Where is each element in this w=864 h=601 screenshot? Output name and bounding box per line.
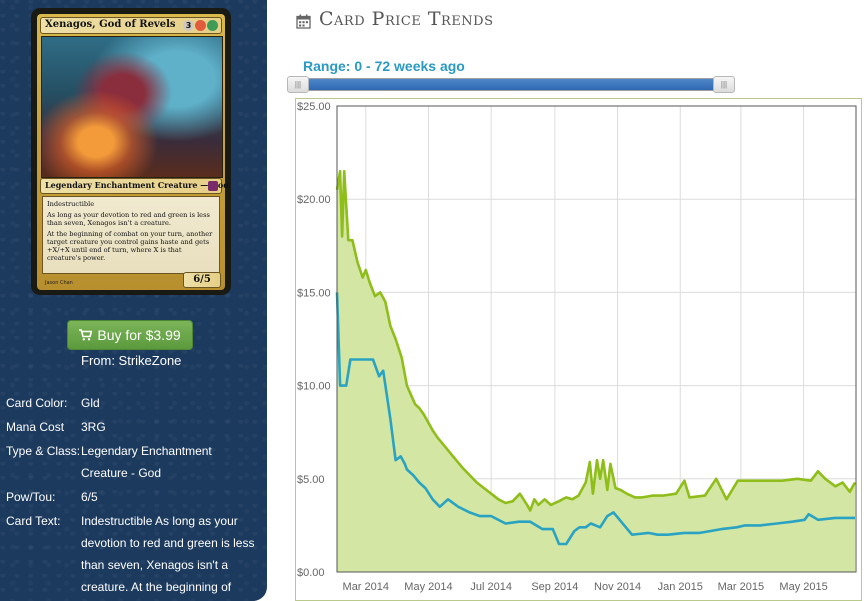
series-line-1	[335, 292, 855, 546]
detail-label: Card Color:	[6, 396, 68, 410]
card-name: Xenagos, God of Revels	[45, 19, 176, 30]
range-label: Range: 0 - 72 weeks ago	[303, 58, 465, 74]
card-rules-line: Indestructible	[47, 200, 95, 208]
detail-label: Mana Cost	[6, 420, 65, 434]
card-rules-line: At the beginning of combat on your turn,…	[47, 230, 213, 262]
detail-value: 6/5	[81, 490, 98, 504]
seller-label: From: StrikeZone	[81, 353, 182, 368]
range-slider-end-handle[interactable]: |||	[713, 76, 735, 93]
card-type-line: Legendary Enchantment Creature — God	[45, 180, 229, 190]
range-slider-track[interactable]	[293, 78, 733, 91]
y-tick-label: $25.00	[297, 101, 331, 113]
detail-label: Type & Class:	[6, 444, 81, 458]
y-tick-label: $20.00	[297, 194, 331, 206]
x-tick-label: Mar 2014	[343, 581, 389, 593]
y-tick-label: $10.00	[297, 381, 331, 393]
series-area-0	[337, 171, 855, 572]
price-chart: $0.00 $5.00 $10.00 $15.00 $20.00 $25.00 Mar 2…	[295, 98, 862, 601]
card-frame: Xenagos, God of Revels 3 Legendary Encha…	[37, 14, 229, 290]
x-tick-label: May 2014	[404, 581, 452, 593]
card-type-bar: Legendary Enchantment Creature — God	[40, 178, 229, 194]
range-slider[interactable]: ||| |||	[287, 76, 739, 94]
series-layer	[335, 169, 857, 572]
detail-value: Indestructible As long as your devotion …	[81, 514, 255, 594]
detail-label: Pow/Tou:	[6, 490, 56, 504]
set-symbol-icon	[208, 181, 218, 191]
y-tick-label: $15.00	[297, 287, 331, 299]
card-rules-line: As long as your devotion to red and gree…	[47, 211, 210, 227]
card-artwork	[41, 36, 223, 178]
x-tick-label: Sep 2014	[531, 581, 578, 593]
card-mana-cost: 3	[183, 20, 218, 31]
plot-frame	[336, 105, 857, 573]
card-image: Xenagos, God of Revels 3 Legendary Encha…	[31, 8, 231, 295]
y-axis-labels: $0.00 $5.00 $10.00 $15.00 $20.00 $25.00	[297, 101, 331, 579]
x-axis-labels: Mar 2014 May 2014 Jul 2014 Sep 2014 Nov 2014…	[343, 581, 828, 593]
shopping-cart-icon	[79, 322, 93, 350]
detail-label: Card Text:	[6, 514, 61, 528]
series-line-0	[335, 169, 857, 512]
range-slider-start-handle[interactable]: |||	[287, 76, 309, 93]
card-artist: Jason Chan	[45, 280, 73, 286]
mana-symbol-icon: 3	[183, 20, 194, 31]
y-tick-label: $0.00	[297, 567, 325, 579]
card-info-panel: Xenagos, God of Revels 3 Legendary Encha…	[0, 0, 267, 601]
calendar-icon	[296, 12, 311, 34]
card-text-box: Indestructible As long as your devotion …	[42, 196, 220, 274]
x-tick-label: Nov 2014	[594, 581, 641, 593]
x-tick-label: Jul 2014	[470, 581, 512, 593]
chart-title: Card Price Trends	[319, 8, 494, 30]
x-tick-label: May 2015	[779, 581, 827, 593]
buy-button[interactable]: Buy for $3.99	[67, 320, 193, 350]
buy-button-label: Buy for $3.99	[97, 327, 181, 343]
card-title-bar: Xenagos, God of Revels 3	[40, 17, 222, 34]
y-tick-label: $5.00	[297, 474, 325, 486]
detail-value: Legendary Enchantment Creature - God	[81, 444, 212, 480]
x-tick-label: Jan 2015	[658, 581, 703, 593]
mana-symbol-icon	[207, 20, 218, 31]
detail-value: 3RG	[81, 420, 106, 434]
x-tick-label: Mar 2015	[718, 581, 764, 593]
mana-symbol-icon	[195, 20, 206, 31]
detail-value: Gld	[81, 396, 100, 410]
card-power-toughness: 6/5	[183, 272, 221, 288]
